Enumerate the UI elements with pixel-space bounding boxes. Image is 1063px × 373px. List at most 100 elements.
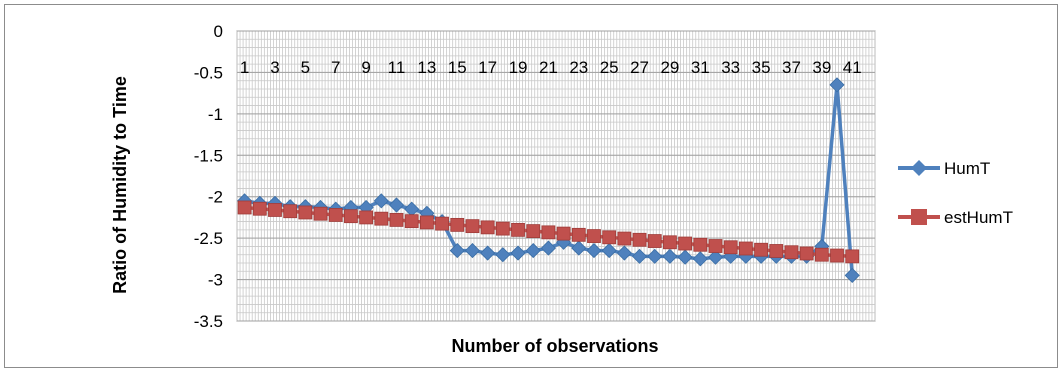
y-tick-label: -3: [208, 271, 223, 290]
data-point-estHumT: [556, 226, 571, 241]
data-point-HumT: [647, 248, 663, 264]
legend: HumT estHumT: [898, 159, 1013, 227]
x-tick-label: 25: [600, 58, 619, 77]
y-tick-label: -3.5: [194, 312, 223, 331]
x-tick-label: 23: [569, 58, 588, 77]
x-tick-label: 9: [361, 58, 370, 77]
data-point-HumT: [525, 243, 541, 259]
data-point-estHumT: [328, 208, 343, 222]
data-point-estHumT: [480, 220, 495, 235]
x-tick-label: 15: [448, 58, 467, 77]
data-point-HumT: [449, 243, 465, 259]
data-point-estHumT: [419, 215, 434, 230]
data-point-estHumT: [678, 236, 693, 251]
data-point-estHumT: [830, 248, 844, 263]
data-point-estHumT: [237, 200, 252, 215]
data-point-estHumT: [359, 210, 374, 225]
data-point-estHumT: [708, 239, 723, 253]
data-point-HumT: [707, 249, 724, 265]
data-point-estHumT: [738, 241, 753, 256]
y-tick-label: -0.5: [194, 63, 223, 82]
data-point-estHumT: [693, 237, 708, 252]
data-point-estHumT: [845, 249, 860, 264]
y-tick-label: -1: [208, 105, 223, 124]
data-point-HumT: [677, 249, 693, 265]
data-point-estHumT: [450, 217, 465, 232]
gridlines: [236, 30, 876, 322]
data-point-HumT: [373, 193, 389, 209]
data-point-estHumT: [374, 211, 389, 226]
data-point-estHumT: [389, 213, 404, 227]
series-group: [237, 77, 860, 283]
data-point-estHumT: [571, 227, 586, 242]
legend-label-HumT: HumT: [944, 159, 990, 178]
data-point-HumT: [616, 245, 632, 261]
x-tick-label: 29: [660, 58, 679, 77]
y-tick-label: -2.5: [194, 229, 223, 248]
data-point-estHumT: [814, 247, 829, 262]
x-axis-ticks: 1 3 5 7 9 11 13 15 17 19 21 23 25 27 29 31 33 35 37 39 41: [240, 58, 862, 77]
x-tick-label: 11: [388, 58, 406, 77]
y-tick-label: -1.5: [194, 146, 223, 165]
data-point-estHumT: [754, 242, 768, 257]
data-point-estHumT: [632, 232, 647, 247]
data-point-estHumT: [435, 216, 449, 231]
data-point-HumT: [571, 240, 587, 256]
x-tick-label: 35: [752, 58, 771, 77]
x-tick-label: 3: [270, 58, 279, 77]
legend-marker-HumT: [911, 160, 927, 176]
data-point-HumT: [662, 248, 678, 264]
data-point-estHumT: [723, 240, 738, 255]
y-axis-title: Ratio of Humidity to Time: [110, 76, 130, 294]
x-tick-label: 21: [539, 58, 558, 77]
data-point-HumT: [601, 243, 617, 259]
data-point-HumT: [692, 251, 708, 267]
data-point-HumT: [586, 243, 602, 259]
data-point-estHumT: [298, 205, 313, 220]
data-point-estHumT: [283, 204, 298, 219]
x-tick-label: 17: [478, 58, 497, 77]
x-tick-label: 41: [843, 58, 862, 77]
data-point-estHumT: [647, 234, 662, 248]
data-point-estHumT: [344, 209, 358, 224]
x-tick-label: 1: [240, 58, 249, 77]
data-point-estHumT: [602, 230, 617, 245]
x-tick-label: 31: [691, 58, 710, 77]
x-tick-label: 39: [812, 58, 831, 77]
data-point-HumT: [495, 247, 511, 263]
data-point-HumT: [829, 77, 845, 93]
x-tick-label: 19: [509, 58, 528, 77]
data-point-HumT: [480, 245, 496, 261]
data-point-estHumT: [784, 245, 799, 260]
x-tick-label: 5: [301, 58, 310, 77]
data-point-estHumT: [465, 219, 480, 234]
x-axis-title: Number of observations: [451, 336, 658, 356]
x-tick-label: 27: [630, 58, 649, 77]
y-tick-label: -2: [208, 188, 223, 207]
data-point-estHumT: [313, 206, 328, 221]
data-point-HumT: [844, 267, 860, 283]
data-point-estHumT: [617, 231, 632, 246]
data-point-estHumT: [526, 224, 541, 239]
data-point-HumT: [540, 240, 556, 256]
legend-label-estHumT: estHumT: [944, 208, 1013, 227]
data-point-HumT: [510, 245, 526, 261]
data-point-HumT: [631, 248, 648, 264]
x-tick-label: 37: [782, 58, 801, 77]
data-point-estHumT: [252, 201, 267, 216]
data-point-estHumT: [495, 221, 510, 236]
data-point-HumT: [464, 243, 481, 259]
legend-marker-estHumT: [911, 209, 927, 225]
data-point-estHumT: [511, 222, 525, 237]
data-point-HumT: [388, 197, 405, 213]
data-point-estHumT: [404, 214, 419, 229]
data-point-estHumT: [541, 225, 556, 240]
data-point-estHumT: [799, 246, 814, 261]
x-tick-label: 7: [331, 58, 340, 77]
x-tick-label: 33: [721, 58, 740, 77]
data-point-estHumT: [587, 229, 601, 243]
data-point-estHumT: [769, 244, 784, 258]
data-point-estHumT: [663, 235, 677, 250]
x-tick-label: 13: [417, 58, 436, 77]
